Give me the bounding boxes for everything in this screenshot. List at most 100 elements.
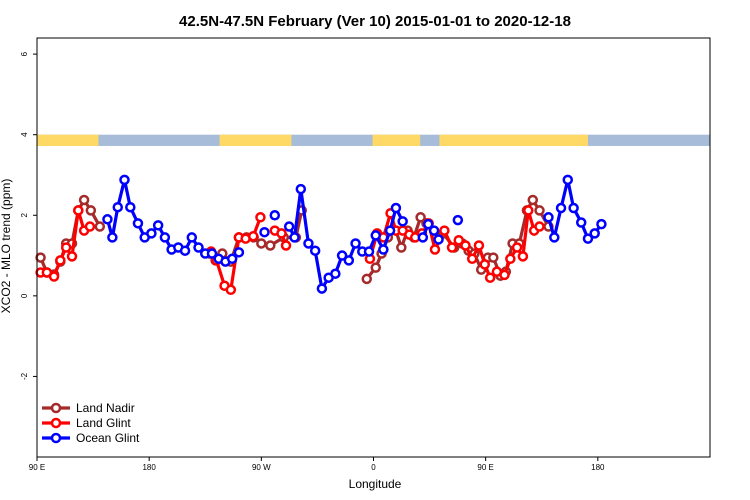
land-band-segment <box>439 134 558 146</box>
x-tick-label: 180 <box>142 463 156 472</box>
land-nadir-point <box>85 205 97 216</box>
ocean-glint-point <box>186 232 198 243</box>
land-glint-point <box>484 272 496 283</box>
land-nadir-point <box>256 238 267 249</box>
ocean-glint-point <box>226 253 238 265</box>
x-tick-label: 90 E <box>477 463 493 472</box>
ocean-glint-point <box>390 202 402 214</box>
land-nadir-point <box>35 252 46 263</box>
ocean-glint-point <box>283 221 295 232</box>
ocean-glint-point <box>422 218 434 230</box>
x-tick-label: 180 <box>591 463 605 472</box>
land-ocean-band <box>37 134 710 146</box>
y-tick-label: -2 <box>20 372 29 380</box>
ocean-glint-point <box>146 228 157 239</box>
land-nadir-point <box>265 240 276 251</box>
ocean-glint-point <box>350 238 361 249</box>
ocean-glint-point <box>555 202 567 214</box>
ocean-glint-point <box>562 174 574 186</box>
ocean-glint-point <box>582 233 594 244</box>
land-glint-point <box>439 225 450 236</box>
land-band-segment <box>37 134 99 146</box>
land-glint-point <box>55 255 66 266</box>
ocean-glint-point <box>596 218 607 230</box>
land-nadir-point <box>534 205 545 216</box>
x-axis-label: Longitude <box>349 477 402 491</box>
legend-marker <box>50 432 62 444</box>
ocean-glint-point <box>316 283 328 294</box>
x-tick-label: 0 <box>371 463 376 472</box>
land-glint-point <box>225 284 237 296</box>
y-axis-label: XCO2 - MLO trend (ppm) <box>0 179 13 314</box>
legend-label: Land Nadir <box>76 401 135 415</box>
x-tick-label: 90 E <box>29 463 45 472</box>
y-tick-label: 4 <box>20 132 29 137</box>
ocean-glint-point <box>132 218 144 229</box>
ocean-glint-point <box>330 268 341 279</box>
ocean-glint-point <box>179 245 191 256</box>
ocean-glint-point <box>575 217 587 228</box>
land-nadir-point <box>488 252 499 263</box>
y-tick-label: 2 <box>20 212 29 217</box>
series-layer <box>35 174 607 296</box>
land-glint-point <box>73 205 84 216</box>
ocean-glint-point <box>336 250 348 261</box>
land-nadir-point <box>78 194 90 206</box>
ocean-glint-point <box>269 210 281 221</box>
land-nadir-point <box>370 262 381 273</box>
ocean-glint-point <box>125 201 136 213</box>
legend-item-land-glint: Land Glint <box>42 416 131 430</box>
ocean-glint-point <box>259 226 270 238</box>
ocean-glint-point <box>295 183 307 195</box>
land-glint-point <box>453 234 464 246</box>
legend-label: Ocean Glint <box>76 431 140 445</box>
ocean-glint-point <box>159 232 171 243</box>
ocean-glint-point <box>303 238 314 249</box>
land-band-segment <box>219 134 292 146</box>
ocean-glint-point <box>417 232 429 243</box>
land-glint-point <box>280 240 292 251</box>
ocean-glint-point <box>289 232 300 243</box>
ocean-glint-point <box>433 234 444 245</box>
land-nadir-point <box>415 212 426 223</box>
ocean-glint-point <box>343 255 355 266</box>
land-nadir-point <box>527 194 539 206</box>
ocean-glint-point <box>309 245 321 256</box>
land-glint-point <box>446 242 458 253</box>
land-glint-point <box>511 242 523 253</box>
land-band-segment <box>372 134 421 146</box>
x-axis: 90 E 180 90 W 0 90 E 180 <box>29 457 605 472</box>
series-ocean-glint <box>102 174 607 294</box>
land-glint-point <box>499 269 510 281</box>
ocean-glint-point <box>119 174 130 186</box>
ocean-glint-point <box>112 201 124 213</box>
y-tick-label: 0 <box>20 293 29 298</box>
land-glint-point <box>276 228 287 239</box>
legend-marker <box>50 402 62 414</box>
land-band-segment <box>556 134 588 146</box>
ocean-glint-point <box>589 228 600 239</box>
ocean-glint-point <box>549 232 560 243</box>
chart-title: 42.5N-47.5N February (Ver 10) 2015-01-01… <box>179 13 571 30</box>
ocean-glint-point <box>397 216 408 227</box>
land-nadir-point <box>94 221 106 232</box>
ocean-glint-point <box>102 214 113 225</box>
ocean-glint-point <box>384 225 396 236</box>
ocean-glint-point <box>152 220 164 231</box>
y-axis: -2 0 2 4 6 <box>20 51 37 380</box>
land-glint-point <box>473 240 485 251</box>
legend-label: Land Glint <box>76 416 131 430</box>
y-tick-label: 6 <box>20 51 29 56</box>
land-nadir-point <box>396 242 407 253</box>
legend-marker <box>50 417 62 429</box>
ocean-glint-point <box>428 225 440 236</box>
ocean-glint-point <box>233 247 245 258</box>
ocean-glint-point <box>363 246 375 257</box>
ocean-glint-point <box>568 202 579 214</box>
ocean-glint-point <box>193 242 204 253</box>
land-glint-point <box>60 242 72 253</box>
land-glint-point <box>523 205 534 216</box>
x-tick-label: 90 W <box>252 463 271 472</box>
